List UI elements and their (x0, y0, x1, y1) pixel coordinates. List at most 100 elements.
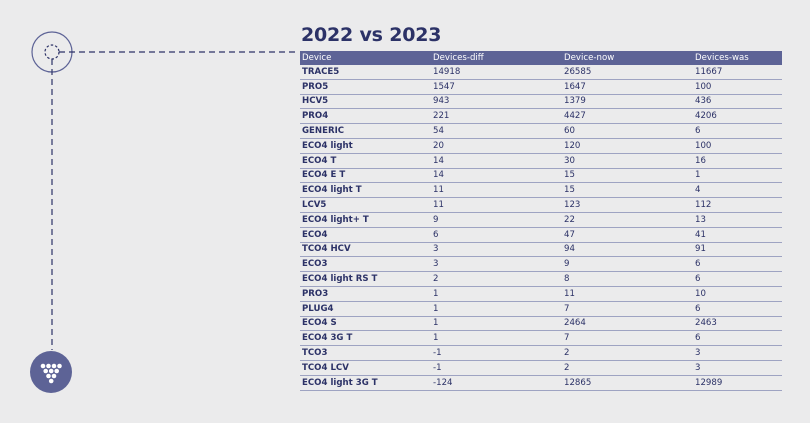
table-row: ECO4 light T 11 15 4 (300, 182, 782, 199)
device-name: PLUG4 (300, 301, 431, 317)
device-name: ECO4 S (300, 316, 431, 332)
device-name: ECO3 (300, 256, 431, 273)
devices-was-value: 2463 (693, 316, 782, 332)
table-row: ECO4 light 20 120 100 (300, 138, 782, 154)
table-row: ECO3 3 9 6 (300, 256, 782, 273)
device-name: TRACE5 (300, 65, 431, 80)
devices-was-value: 11667 (693, 65, 782, 80)
devices-was-value: 100 (693, 79, 782, 95)
devices-was-value: 10 (693, 286, 782, 302)
device-name: ECO4 E T (300, 168, 431, 184)
devices-diff-value: 11 (431, 197, 562, 213)
devices-diff-value: 14918 (431, 65, 562, 80)
devices-was-value: 1 (693, 168, 782, 184)
table-row: TCO4 HCV 3 94 91 (300, 242, 782, 258)
table-row: ECO4 E T 14 15 1 (300, 168, 782, 184)
devices-diff-value: 943 (431, 94, 562, 110)
column-header-devices-diff: Devices-diff (431, 51, 562, 65)
devices-was-value: 436 (693, 94, 782, 110)
device-name: PRO5 (300, 79, 431, 95)
table-row: GENERIC 54 60 6 (300, 123, 782, 139)
dots-logo-icon (40, 363, 62, 384)
device-now-value: 11 (562, 286, 693, 302)
devices-diff-value: 14 (431, 153, 562, 169)
table-row: TCO4 LCV -1 2 3 (300, 360, 782, 376)
device-name: ECO4 light RS T (300, 271, 431, 287)
table-header-row: Device Devices-diff Device-now Devices-w… (300, 51, 782, 65)
device-now-value: 60 (562, 123, 693, 139)
device-now-value: 8 (562, 271, 693, 287)
devices-diff-value: 20 (431, 138, 562, 154)
device-name: TCO3 (300, 345, 431, 361)
page-title: 2022 vs 2023 (301, 24, 442, 46)
table-row: HCV5 943 1379 436 (300, 94, 782, 110)
devices-table: Device Devices-diff Device-now Devices-w… (300, 51, 782, 391)
device-now-value: 120 (562, 138, 693, 154)
table-row: TCO3 -1 2 3 (300, 345, 782, 361)
brand-logo (30, 351, 72, 393)
dashed-circle-icon (44, 44, 60, 60)
table-row: TRACE5 14918 26585 11667 (300, 65, 782, 80)
device-name: GENERIC (300, 123, 431, 139)
column-header-device: Device (300, 51, 431, 65)
device-now-value: 2464 (562, 316, 693, 332)
table-row: PRO5 1547 1647 100 (300, 79, 782, 95)
devices-diff-value: 9 (431, 212, 562, 228)
devices-was-value: 3 (693, 360, 782, 376)
device-name: ECO4 T (300, 153, 431, 169)
device-now-value: 30 (562, 153, 693, 169)
device-now-value: 26585 (562, 65, 693, 80)
device-name: ECO4 light+ T (300, 212, 431, 228)
devices-diff-value: 1 (431, 286, 562, 302)
device-name: ECO4 light T (300, 182, 431, 199)
device-now-value: 94 (562, 242, 693, 258)
table-row: ECO4 light+ T 9 22 13 (300, 212, 782, 228)
devices-was-value: 100 (693, 138, 782, 154)
device-now-value: 7 (562, 301, 693, 317)
device-now-value: 12865 (562, 375, 693, 391)
devices-diff-value: 1 (431, 316, 562, 332)
devices-diff-value: 54 (431, 123, 562, 139)
connector-node-ring (31, 31, 73, 73)
devices-was-value: 16 (693, 153, 782, 169)
device-now-value: 1379 (562, 94, 693, 110)
device-name: ECO4 3G T (300, 330, 431, 347)
table-row: ECO4 light 3G T -124 12865 12989 (300, 375, 782, 391)
devices-diff-value: 3 (431, 256, 562, 273)
table-row: PRO3 1 11 10 (300, 286, 782, 302)
table-row: ECO4 6 47 41 (300, 227, 782, 243)
device-now-value: 15 (562, 182, 693, 199)
devices-was-value: 4 (693, 182, 782, 199)
device-now-value: 2 (562, 360, 693, 376)
devices-diff-value: 11 (431, 182, 562, 199)
devices-diff-value: -1 (431, 360, 562, 376)
devices-diff-value: 6 (431, 227, 562, 243)
table-row: PLUG4 1 7 6 (300, 301, 782, 317)
devices-diff-value: 221 (431, 108, 562, 125)
devices-diff-value: 3 (431, 242, 562, 258)
device-now-value: 47 (562, 227, 693, 243)
devices-diff-value: 1547 (431, 79, 562, 95)
device-now-value: 123 (562, 197, 693, 213)
device-now-value: 22 (562, 212, 693, 228)
devices-was-value: 6 (693, 271, 782, 287)
devices-diff-value: 2 (431, 271, 562, 287)
devices-was-value: 6 (693, 330, 782, 347)
device-name: PRO3 (300, 286, 431, 302)
devices-was-value: 4206 (693, 108, 782, 125)
devices-diff-value: 1 (431, 330, 562, 347)
device-now-value: 7 (562, 330, 693, 347)
table-row: PRO4 221 4427 4206 (300, 108, 782, 125)
devices-was-value: 41 (693, 227, 782, 243)
device-name: HCV5 (300, 94, 431, 110)
device-now-value: 1647 (562, 79, 693, 95)
device-now-value: 4427 (562, 108, 693, 125)
device-name: LCV5 (300, 197, 431, 213)
device-now-value: 9 (562, 256, 693, 273)
device-name: PRO4 (300, 108, 431, 125)
table-row: ECO4 T 14 30 16 (300, 153, 782, 169)
devices-diff-value: 14 (431, 168, 562, 184)
device-now-value: 2 (562, 345, 693, 361)
devices-was-value: 12989 (693, 375, 782, 391)
